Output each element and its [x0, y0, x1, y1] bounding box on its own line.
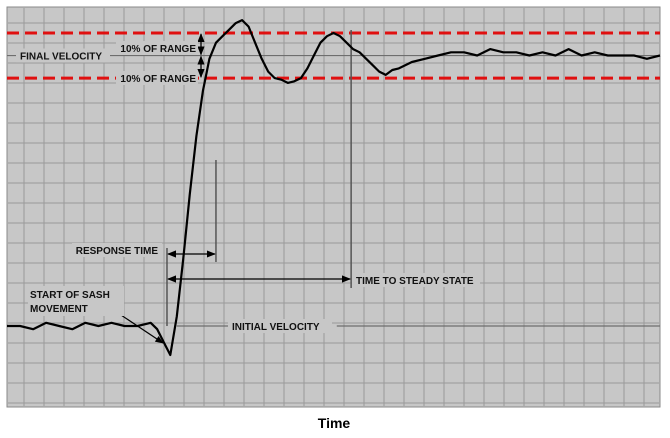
- labels: FINAL VELOCITY 10% OF RANGE 10% OF RANGE RE…: [16, 41, 480, 431]
- pct-lower-label-bg: [116, 71, 198, 85]
- steady-state-label-bg: [352, 273, 480, 287]
- series-line: [7, 19, 661, 357]
- pct-upper-label: 10% OF RANGE: [120, 44, 196, 55]
- x-axis-label: Time: [318, 415, 351, 431]
- initial-velocity-label-bg: [228, 319, 332, 334]
- start-sash-label-2: MOVEMENT: [30, 304, 88, 315]
- plot-area: [6, 6, 661, 408]
- response-time-label-bg: [72, 243, 162, 257]
- start-sash-label-bg: [28, 286, 124, 316]
- final-velocity-label-bg: [16, 48, 110, 63]
- final-velocity-label: FINAL VELOCITY: [20, 52, 102, 63]
- steady-state-label: TIME TO STEADY STATE: [356, 276, 474, 287]
- series-group: [7, 19, 661, 357]
- pct-upper-label-bg: [116, 41, 198, 55]
- initial-velocity-label: INITIAL VELOCITY: [232, 322, 320, 333]
- pct-lower-label: 10% OF RANGE: [120, 74, 196, 85]
- start-sash-label-1: START OF SASH: [30, 290, 110, 301]
- response-time-label: RESPONSE TIME: [76, 246, 159, 257]
